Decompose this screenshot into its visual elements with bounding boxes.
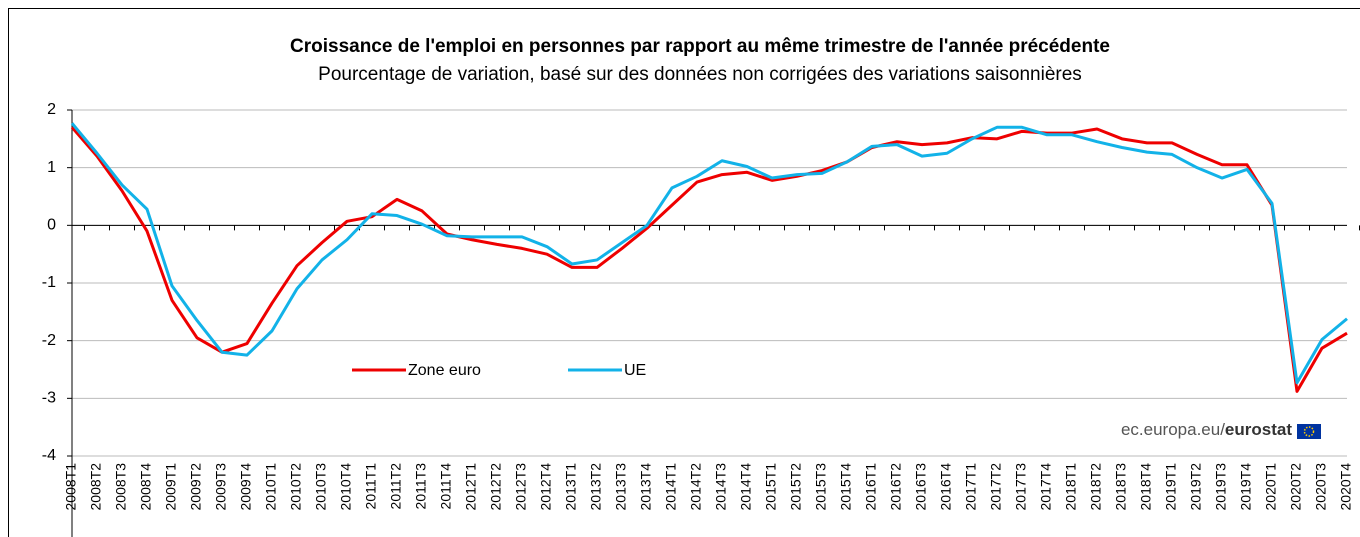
x-tick-label: 2011T2: [388, 463, 404, 510]
x-tick-label: 2014T1: [663, 463, 679, 511]
y-tick-label: 2: [47, 101, 56, 118]
x-tick-label: 2016T1: [863, 463, 879, 511]
y-tick-label: -2: [42, 332, 56, 349]
x-tick-label: 2008T1: [63, 463, 79, 511]
y-tick-label: -1: [42, 274, 56, 291]
x-tick-label: 2009T1: [163, 463, 179, 511]
x-tick-label: 2009T3: [213, 463, 229, 511]
x-tick-label: 2017T3: [1013, 463, 1029, 511]
x-tick-label: 2016T3: [913, 463, 929, 511]
x-tick-label: 2008T2: [88, 463, 104, 511]
x-tick-label: 2020T4: [1338, 463, 1354, 511]
source-brand: eurostat: [1225, 420, 1292, 439]
y-tick-label: 0: [47, 217, 56, 234]
x-tick-label: 2009T2: [188, 463, 204, 511]
x-tick-label: 2015T3: [813, 463, 829, 511]
x-tick-label: 2009T4: [238, 463, 254, 511]
legend-label: Zone euro: [408, 362, 481, 379]
x-tick-label: 2017T1: [963, 463, 979, 511]
x-tick-label: 2012T2: [488, 463, 504, 511]
y-tick-label: -3: [42, 390, 56, 407]
x-tick-label: 2014T2: [688, 463, 704, 511]
chart-subtitle: Pourcentage de variation, basé sur des d…: [318, 64, 1082, 85]
x-tick-label: 2018T1: [1063, 463, 1079, 511]
x-tick-label: 2013T4: [638, 463, 654, 511]
x-tick-label: 2019T4: [1238, 463, 1254, 511]
x-tick-label: 2015T2: [788, 463, 804, 511]
x-tick-label: 2011T4: [438, 463, 454, 510]
x-tick-label: 2010T4: [338, 463, 354, 511]
x-tick-label: 2019T3: [1213, 463, 1229, 511]
y-tick-label: -4: [42, 447, 56, 464]
eu-flag: [1297, 424, 1321, 439]
x-tick-label: 2014T3: [713, 463, 729, 511]
x-tick-label: 2010T3: [313, 463, 329, 511]
legend-label: UE: [624, 362, 646, 379]
series-line: [70, 126, 1348, 393]
x-tick-label: 2012T4: [538, 463, 554, 511]
x-tick-label: 2011T1: [363, 463, 379, 510]
x-tick-label: 2016T2: [888, 463, 904, 511]
x-tick-label: 2020T2: [1288, 463, 1304, 511]
source-domain: ec.europa.eu/: [1121, 420, 1225, 439]
x-tick-label: 2018T4: [1138, 463, 1154, 511]
x-tick-label: 2012T3: [513, 463, 529, 511]
x-tick-label: 2013T2: [588, 463, 604, 511]
x-tick-label: 2018T2: [1088, 463, 1104, 511]
x-tick-label: 2011T3: [413, 463, 429, 510]
x-tick-label: 2013T3: [613, 463, 629, 511]
x-tick-label: 2018T3: [1113, 463, 1129, 511]
x-tick-label: 2015T4: [838, 463, 854, 511]
x-tick-label: 2008T3: [113, 463, 129, 511]
x-tick-label: 2020T3: [1313, 463, 1329, 511]
frame: [8, 8, 1360, 537]
x-tick-label: 2010T1: [263, 463, 279, 511]
x-tick-label: 2017T4: [1038, 463, 1054, 511]
x-tick-label: 2016T4: [938, 463, 954, 511]
x-tick-label: 2014T4: [738, 463, 754, 511]
x-tick-label: 2015T1: [763, 463, 779, 511]
x-tick-label: 2019T1: [1163, 463, 1179, 511]
x-tick-label: 2019T2: [1188, 463, 1204, 511]
source-text: ec.europa.eu/eurostat: [1121, 420, 1292, 439]
x-tick-label: 2017T2: [988, 463, 1004, 511]
source: ec.europa.eu/eurostat: [1121, 420, 1321, 439]
series-line: [70, 122, 1348, 385]
x-tick-label: 2020T1: [1263, 463, 1279, 511]
x-tick-label: 2013T1: [563, 463, 579, 511]
y-tick-label: 1: [47, 159, 56, 176]
eu-stars: [1303, 426, 1315, 437]
chart-title: Croissance de l'emploi en personnes par …: [290, 36, 1110, 57]
x-tick-label: 2012T1: [463, 463, 479, 511]
x-tick-label: 2010T2: [288, 463, 304, 511]
x-tick-label: 2008T4: [138, 463, 154, 511]
